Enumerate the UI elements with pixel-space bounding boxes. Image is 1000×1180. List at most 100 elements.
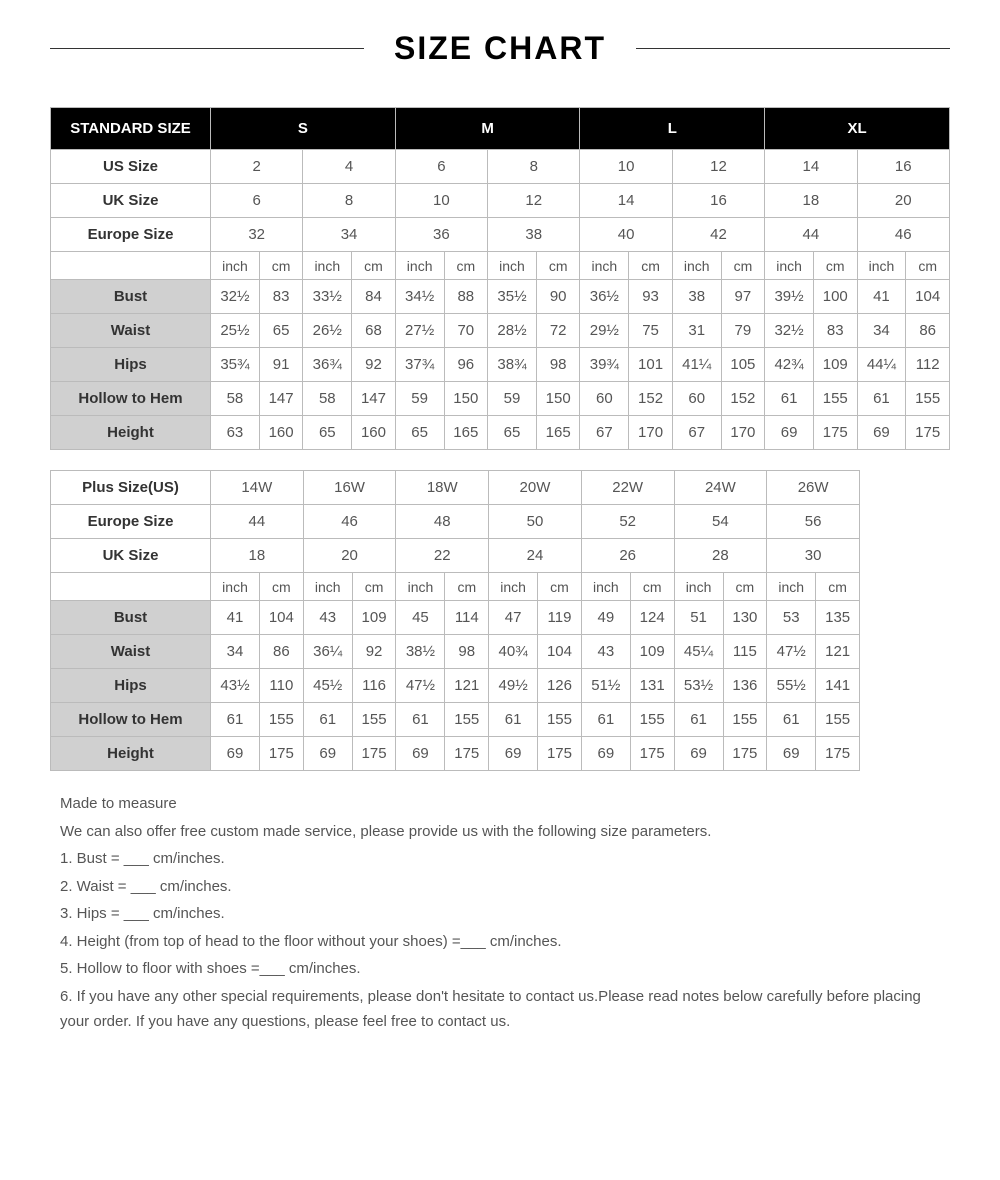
data-cell: 97 (721, 280, 765, 314)
data-cell: 69 (674, 737, 723, 771)
data-cell: 32½ (765, 314, 814, 348)
unit-cell: cm (814, 252, 858, 280)
unit-cell: inch (488, 252, 537, 280)
standard-size-table: STANDARD SIZESMLXLUS Size246810121416UK … (50, 107, 950, 450)
data-cell: 26 (581, 539, 674, 573)
data-cell: 61 (765, 382, 814, 416)
measure-label: Hollow to Hem (51, 703, 211, 737)
notes-intro: We can also offer free custom made servi… (60, 819, 950, 845)
unit-cell: cm (352, 252, 396, 280)
data-cell: 42 (672, 218, 764, 252)
data-cell: 175 (723, 737, 767, 771)
data-cell: 93 (629, 280, 673, 314)
data-cell: 65 (395, 416, 444, 450)
unit-cell: cm (816, 573, 860, 601)
unit-cell: inch (396, 573, 445, 601)
data-cell: 36½ (580, 280, 629, 314)
data-cell: 112 (906, 348, 950, 382)
data-cell: 92 (352, 635, 396, 669)
data-cell: 20 (857, 184, 949, 218)
data-cell: 61 (674, 703, 723, 737)
data-cell: 83 (259, 280, 303, 314)
data-cell: 34½ (395, 280, 444, 314)
data-cell: 63 (211, 416, 260, 450)
data-cell: 45½ (303, 669, 352, 703)
data-cell: 114 (445, 601, 489, 635)
data-cell: 8 (488, 150, 580, 184)
data-cell: 39¾ (580, 348, 629, 382)
data-cell: 69 (765, 416, 814, 450)
data-cell: 53½ (674, 669, 723, 703)
data-cell: 69 (767, 737, 816, 771)
data-cell: 38 (488, 218, 580, 252)
data-cell: 16 (857, 150, 949, 184)
data-cell: 135 (816, 601, 860, 635)
data-cell: 65 (488, 416, 537, 450)
data-cell: 175 (630, 737, 674, 771)
data-cell: 88 (444, 280, 488, 314)
col-header: XL (765, 108, 950, 150)
notes-section: Made to measure We can also offer free c… (50, 791, 950, 1035)
note-line: 5. Hollow to floor with shoes =___ cm/in… (60, 956, 950, 982)
data-cell: 43 (581, 635, 630, 669)
data-cell: 47½ (767, 635, 816, 669)
note-line: 3. Hips = ___ cm/inches. (60, 901, 950, 927)
note-line: 2. Waist = ___ cm/inches. (60, 874, 950, 900)
measure-label: Height (51, 737, 211, 771)
unit-cell: inch (580, 252, 629, 280)
data-cell: 65 (303, 416, 352, 450)
data-cell: 70 (444, 314, 488, 348)
data-cell: 24 (489, 539, 582, 573)
unit-cell: inch (211, 573, 260, 601)
unit-cell: cm (538, 573, 582, 601)
data-cell: 27½ (395, 314, 444, 348)
data-cell: 170 (629, 416, 673, 450)
data-cell: 44 (765, 218, 857, 252)
data-cell: 10 (395, 184, 487, 218)
unit-cell: cm (445, 573, 489, 601)
data-cell: 61 (581, 703, 630, 737)
measure-label: Bust (51, 280, 211, 314)
data-cell: 155 (445, 703, 489, 737)
data-cell: 38¾ (488, 348, 537, 382)
data-cell: 43½ (211, 669, 260, 703)
data-cell: 175 (445, 737, 489, 771)
data-cell: 121 (445, 669, 489, 703)
data-cell: 59 (488, 382, 537, 416)
unit-cell: cm (352, 573, 396, 601)
data-cell: 25½ (211, 314, 260, 348)
data-cell: 26W (767, 471, 860, 505)
data-cell: 109 (352, 601, 396, 635)
data-cell: 36¼ (303, 635, 352, 669)
data-cell: 33½ (303, 280, 352, 314)
unit-cell: cm (630, 573, 674, 601)
data-cell: 44 (211, 505, 304, 539)
data-cell: 160 (352, 416, 396, 450)
data-cell: 68 (352, 314, 396, 348)
unit-cell: cm (721, 252, 765, 280)
data-cell: 61 (489, 703, 538, 737)
data-cell: 31 (672, 314, 721, 348)
col-header: M (395, 108, 580, 150)
data-cell: 90 (536, 280, 580, 314)
data-cell: 152 (629, 382, 673, 416)
data-cell: 8 (303, 184, 395, 218)
data-cell: 67 (672, 416, 721, 450)
data-cell: 98 (536, 348, 580, 382)
data-cell: 69 (396, 737, 445, 771)
measure-label: Hips (51, 348, 211, 382)
data-cell: 16 (672, 184, 764, 218)
data-cell: 65 (259, 314, 303, 348)
data-cell: 54 (674, 505, 767, 539)
data-cell: 58 (211, 382, 260, 416)
data-cell: 41 (857, 280, 906, 314)
data-cell: 141 (816, 669, 860, 703)
data-cell: 69 (489, 737, 538, 771)
unit-cell: cm (906, 252, 950, 280)
data-cell: 24W (674, 471, 767, 505)
data-cell: 160 (259, 416, 303, 450)
data-cell: 69 (303, 737, 352, 771)
title-container: SIZE CHART (50, 30, 950, 67)
data-cell: 34 (211, 635, 260, 669)
unit-cell: inch (395, 252, 444, 280)
